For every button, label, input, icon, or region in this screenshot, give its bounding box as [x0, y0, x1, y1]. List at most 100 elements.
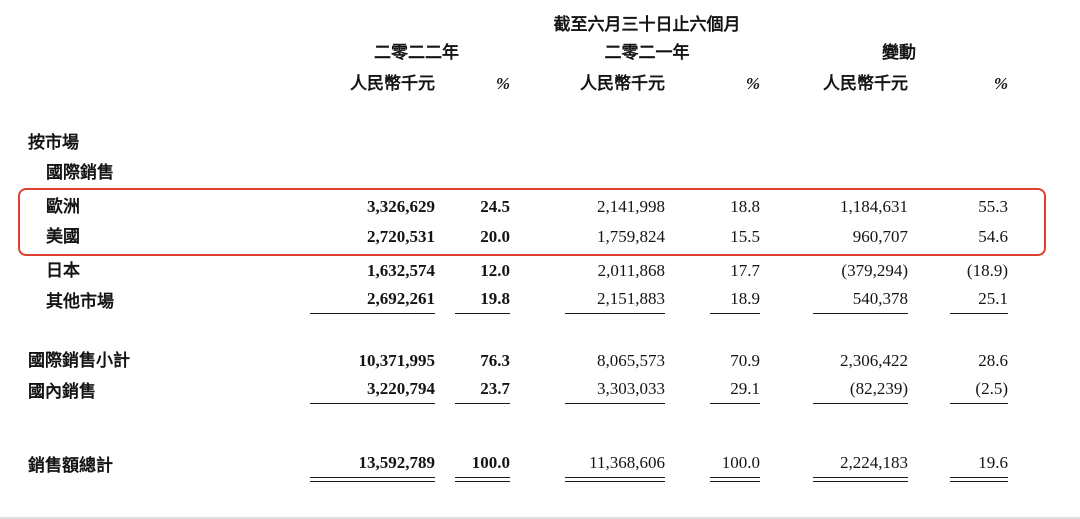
value-2022: 3,220,794 [310, 379, 435, 404]
cell-change-value: 1,184,631 [760, 196, 908, 217]
table-row-europe: 歐洲 3,326,629 24.5 2,141,998 18.8 1,184,6… [0, 192, 1080, 222]
column-header-year-2022: 二零二二年 [374, 42, 459, 62]
cell-change-percent: 28.6 [908, 350, 1008, 371]
cell-2021-value: 8,065,573 [510, 350, 665, 371]
cell-change-percent: (2.5) [908, 379, 1008, 404]
percent-change: 54.6 [978, 226, 1008, 246]
unit-header-change: 人民幣千元 [823, 73, 908, 93]
cell-2021-value: 2,151,883 [510, 289, 665, 314]
percent-2022: 20.0 [480, 226, 510, 246]
percent-2021: 15.5 [730, 226, 760, 246]
cell-2021-value: 2,141,998 [510, 196, 665, 217]
cell-change-value: 960,707 [760, 226, 908, 247]
group-title: 國際銷售 [46, 162, 114, 182]
cell-2022-percent: 76.3 [435, 350, 510, 371]
spacer [0, 318, 1080, 346]
cell-2021-value: 2,011,868 [510, 260, 665, 281]
cell-change-percent: 19.6 [908, 453, 1008, 482]
value-2022: 2,720,531 [367, 226, 435, 246]
table-row-domestic-sales: 國內銷售 3,220,794 23.7 3,303,033 29.1 (82,2… [0, 376, 1080, 408]
table-header-unit-row: 人民幣千元 % 人民幣千元 % 人民幣千元 % [0, 68, 1080, 100]
value-2021: 8,065,573 [597, 350, 665, 370]
cell-2021-percent: 29.1 [665, 379, 760, 404]
highlight-box: 歐洲 3,326,629 24.5 2,141,998 18.8 1,184,6… [0, 188, 1080, 256]
cell-change-value: (82,239) [760, 379, 908, 404]
table-row-total-sales: 銷售額總計 13,592,789 100.0 11,368,606 100.0 … [0, 448, 1080, 484]
spacer [0, 100, 1080, 128]
cell-2022-percent: 100.0 [435, 453, 510, 482]
section-title: 按市場 [28, 132, 79, 152]
value-change: 1,184,631 [840, 196, 908, 216]
row-label: 國內銷售 [28, 381, 96, 401]
cell-2021-value: 3,303,033 [510, 379, 665, 404]
section-row-by-market: 按市場 [0, 128, 1080, 158]
cell-2022-percent: 20.0 [435, 226, 510, 247]
value-2021: 2,011,868 [597, 260, 665, 280]
value-2022: 2,692,261 [310, 289, 435, 314]
cell-change-value: 2,306,422 [760, 350, 908, 371]
cell-2022-value: 2,692,261 [270, 289, 435, 314]
percent-change: 28.6 [978, 350, 1008, 370]
period-header: 截至六月三十日止六個月 [553, 14, 741, 34]
cell-2021-value: 1,759,824 [510, 226, 665, 247]
percent-2022: 24.5 [480, 196, 510, 216]
cell-2022-percent: 19.8 [435, 289, 510, 314]
unit-header-2021: 人民幣千元 [580, 73, 665, 93]
cell-2021-percent: 18.8 [665, 197, 760, 217]
group-row-international-sales: 國際銷售 [0, 158, 1080, 188]
spacer [0, 408, 1080, 448]
value-2021: 2,141,998 [597, 196, 665, 216]
percent-2021: 18.9 [710, 289, 760, 314]
value-change: 540,378 [813, 289, 908, 314]
table-row-international-subtotal: 國際銷售小計 10,371,995 76.3 8,065,573 70.9 2,… [0, 346, 1080, 376]
percent-change: (18.9) [966, 260, 1008, 280]
percent-header-2021: % [745, 73, 760, 93]
table-header-period-row: 截至六月三十日止六個月 [0, 12, 1080, 38]
value-2022: 10,371,995 [358, 350, 436, 370]
column-header-year-2021: 二零二一年 [604, 42, 690, 62]
cell-2022-percent: 23.7 [435, 379, 510, 404]
cell-2021-percent: 17.7 [665, 260, 760, 281]
cell-2021-value: 11,368,606 [510, 453, 665, 482]
value-2021: 2,151,883 [565, 289, 665, 314]
percent-change: 25.1 [950, 289, 1008, 314]
value-change: 2,224,183 [813, 453, 908, 482]
unit-header-2022: 人民幣千元 [350, 73, 435, 93]
percent-2022: 76.3 [480, 350, 510, 370]
value-change: (82,239) [813, 379, 908, 404]
row-label: 日本 [46, 260, 80, 280]
percent-2021: 17.7 [730, 260, 760, 280]
cell-2022-value: 10,371,995 [270, 350, 436, 371]
percent-header-change: % [993, 73, 1008, 93]
cell-2022-percent: 24.5 [435, 196, 510, 217]
cell-2022-percent: 12.0 [435, 260, 510, 281]
cell-2022-value: 13,592,789 [270, 453, 435, 482]
percent-header-2022: % [495, 73, 510, 93]
cell-2021-percent: 15.5 [665, 226, 760, 247]
value-2021: 1,759,824 [597, 226, 665, 246]
value-change: 2,306,422 [840, 350, 908, 370]
cell-change-value: 540,378 [760, 289, 908, 314]
column-header-change: 變動 [882, 42, 916, 62]
value-2021: 11,368,606 [565, 453, 665, 482]
row-label: 美國 [46, 226, 80, 246]
row-label: 銷售額總計 [28, 455, 113, 475]
table-row-other-markets: 其他市場 2,692,261 19.8 2,151,883 18.9 540,3… [0, 286, 1080, 318]
table-header-year-row: 二零二二年 二零二一年 變動 [0, 38, 1080, 68]
percent-change: 55.3 [978, 196, 1008, 216]
cell-2022-value: 2,720,531 [270, 226, 435, 247]
value-2022: 1,632,574 [367, 260, 435, 280]
percent-2021: 100.0 [710, 453, 760, 482]
cell-change-percent: 25.1 [908, 289, 1008, 314]
value-change: (379,294) [841, 260, 908, 280]
cell-change-value: 2,224,183 [760, 453, 908, 482]
cell-change-percent: 54.6 [908, 226, 1008, 247]
row-label: 其他市場 [46, 291, 114, 311]
table-row-japan: 日本 1,632,574 12.0 2,011,868 17.7 (379,29… [0, 256, 1080, 286]
value-2021: 3,303,033 [565, 379, 665, 404]
value-change: 960,707 [852, 226, 908, 246]
cell-2021-percent: 18.9 [665, 289, 760, 314]
percent-2022: 12.0 [480, 260, 510, 280]
cell-2021-percent: 70.9 [665, 351, 760, 371]
